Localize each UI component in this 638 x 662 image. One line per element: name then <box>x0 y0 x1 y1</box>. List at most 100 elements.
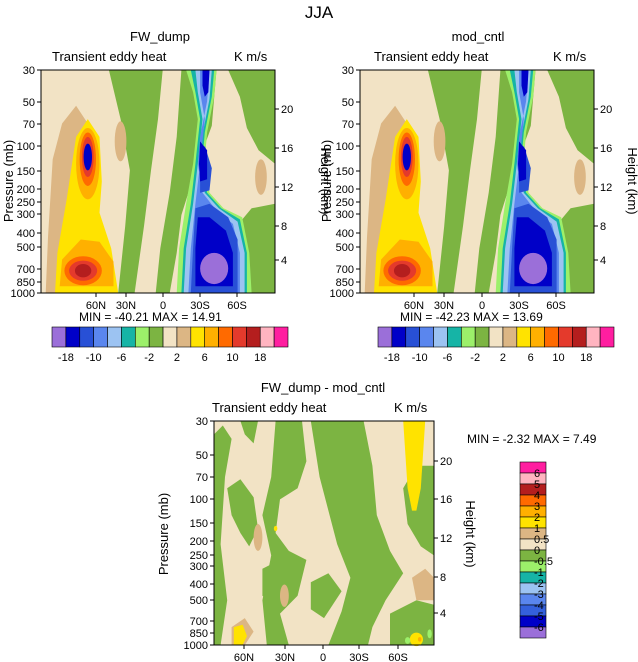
colorbar-box <box>176 326 192 348</box>
x-tick-label: 30N <box>116 300 136 312</box>
contour-region <box>519 252 548 285</box>
panel-title: mod_cntl <box>452 29 505 44</box>
y-tick-label: 400 <box>336 228 354 240</box>
y-tick-label: 250 <box>336 197 354 209</box>
contour-region <box>409 632 423 647</box>
y-axis-label: Pressure (mb) <box>156 493 171 575</box>
colorbar-label: 2 <box>500 352 506 364</box>
panel-difference: FW_dump - mod_cntl Transient eddy heat K… <box>156 380 597 662</box>
panel-subtitle-left: Transient eddy heat <box>52 49 167 64</box>
colorbar-box <box>273 326 289 348</box>
y-tick-label: 1000 <box>330 288 354 300</box>
contour-region <box>83 143 93 171</box>
colorbar-box <box>391 326 407 348</box>
y-tick-label: 30 <box>342 65 354 77</box>
panel-title: FW_dump - mod_cntl <box>261 380 385 395</box>
colorbar-box <box>502 326 518 348</box>
colorbar-box <box>519 483 547 496</box>
contour-region <box>547 70 594 164</box>
colorbar-label: 5 <box>534 479 540 491</box>
y-tick-label: 70 <box>23 119 35 131</box>
y-tick-label: 200 <box>336 184 354 196</box>
y-tick-label: 100 <box>17 141 35 153</box>
colorbar-box <box>51 326 67 348</box>
y-tick-label: 250 <box>17 197 35 209</box>
contour-field <box>214 421 434 647</box>
contour-region <box>403 421 426 511</box>
y-right-tick-label: 16 <box>600 143 612 155</box>
x-tick-label: 60N <box>404 300 424 312</box>
figure-title: JJA <box>305 3 334 22</box>
colorbar-label: -1 <box>534 567 544 579</box>
colorbar-label: 0 <box>534 545 540 557</box>
colorbar-label: 18 <box>580 352 592 364</box>
y-tick-label: 500 <box>336 242 354 254</box>
colorbar-label: -6 <box>534 622 544 634</box>
colorbar-box <box>419 326 434 348</box>
colorbar-box <box>148 326 164 348</box>
colorbar-label: 1 <box>534 523 540 535</box>
colorbar-box <box>377 326 393 348</box>
x-tick-label: 30N <box>275 652 295 662</box>
y-tick-label: 300 <box>336 209 354 221</box>
y-axis-label-right: Height (km) <box>463 500 478 567</box>
y-tick-label: 300 <box>190 561 208 573</box>
x-tick-label: 60S <box>388 652 408 662</box>
y-tick-label: 500 <box>17 242 35 254</box>
y-tick-label: 70 <box>342 119 354 131</box>
y-tick-label: 100 <box>336 141 354 153</box>
colorbar-box <box>488 326 504 348</box>
colorbar-box <box>519 626 547 639</box>
panel-fw-dump: FW_dump Transient eddy heat K m/s Pressu… <box>1 29 333 364</box>
colorbar-box <box>405 326 420 348</box>
contour-region <box>404 637 411 644</box>
y-tick-label: 50 <box>196 450 208 462</box>
contour-region <box>202 70 210 97</box>
y-right-tick-label: 12 <box>281 182 293 194</box>
contour-region <box>214 425 232 645</box>
colorbar-box <box>519 472 547 485</box>
colorbar-box <box>259 326 275 348</box>
contour-region <box>114 121 127 162</box>
y-tick-label: 100 <box>190 494 208 506</box>
colorbar-box <box>65 326 81 348</box>
y-tick-label: 300 <box>17 209 35 221</box>
colorbar-box <box>232 326 247 348</box>
colorbar-box <box>121 326 136 348</box>
y-right-tick-label: 4 <box>600 255 606 267</box>
y-axis-label: Pressure (mb) <box>1 140 16 222</box>
y-axis-label-right: Height (km) <box>318 147 333 214</box>
colorbar-label: -18 <box>58 352 74 364</box>
contour-region <box>199 141 208 182</box>
colorbar-box <box>460 326 476 348</box>
colorbar-label: -5 <box>534 611 544 623</box>
y-tick-label: 700 <box>17 264 35 276</box>
x-tick-label: 30S <box>509 300 529 312</box>
colorbar-label: 0.5 <box>534 534 549 546</box>
contour-region <box>273 525 278 532</box>
colorbar-label: -10 <box>86 352 102 364</box>
y-right-tick-label: 4 <box>281 255 287 267</box>
axes: 3050701001502002503004005007008501000201… <box>184 416 453 662</box>
colorbar: -18 -10 -6 -2 2 6 10 18 <box>377 326 615 364</box>
colorbar-box <box>433 326 448 348</box>
x-tick-label: 0 <box>160 300 166 312</box>
panel-subtitle-left: Transient eddy heat <box>374 49 489 64</box>
colorbar-label: -6 <box>443 352 453 364</box>
contour-region <box>521 70 529 97</box>
y-tick-label: 50 <box>342 97 354 109</box>
contour-region <box>402 143 412 171</box>
axes: 3050701001502002503004005007008501000201… <box>330 65 613 312</box>
colorbar-label: 4 <box>534 490 540 502</box>
colorbar-label: -2 <box>144 352 154 364</box>
colorbar-box <box>530 326 545 348</box>
y-right-tick-label: 8 <box>600 221 606 233</box>
colorbar-label: 18 <box>254 352 266 364</box>
colorbar-label: 3 <box>534 501 540 513</box>
colorbar-label: 2 <box>534 512 540 524</box>
contour-region <box>393 264 411 278</box>
x-tick-label: 30S <box>349 652 369 662</box>
colorbar-box <box>599 326 615 348</box>
colorbar: -18 -10 -6 -2 2 6 10 18 <box>51 326 289 364</box>
colorbar-box <box>447 326 462 348</box>
